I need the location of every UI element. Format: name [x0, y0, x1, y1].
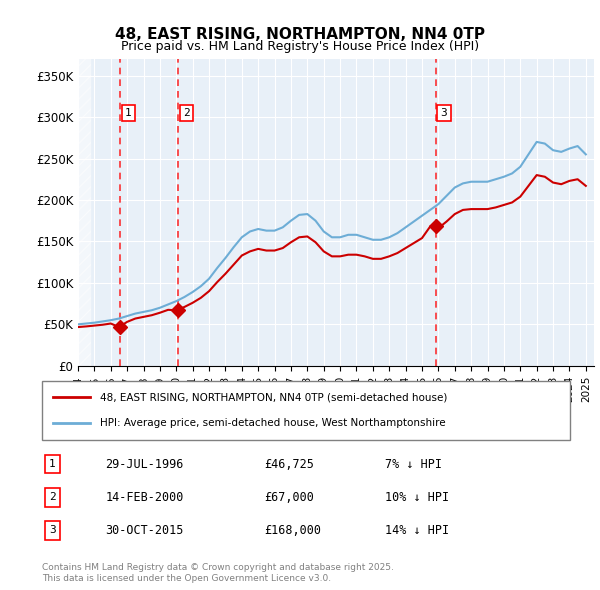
Text: 30-OCT-2015: 30-OCT-2015: [106, 523, 184, 537]
Text: 2: 2: [49, 492, 56, 502]
Text: 48, EAST RISING, NORTHAMPTON, NN4 0TP: 48, EAST RISING, NORTHAMPTON, NN4 0TP: [115, 27, 485, 41]
Text: 29-JUL-1996: 29-JUL-1996: [106, 457, 184, 471]
Text: 7% ↓ HPI: 7% ↓ HPI: [385, 457, 442, 471]
Text: 14-FEB-2000: 14-FEB-2000: [106, 490, 184, 504]
Text: HPI: Average price, semi-detached house, West Northamptonshire: HPI: Average price, semi-detached house,…: [100, 418, 446, 428]
Text: 48, EAST RISING, NORTHAMPTON, NN4 0TP (semi-detached house): 48, EAST RISING, NORTHAMPTON, NN4 0TP (s…: [100, 392, 448, 402]
Text: £168,000: £168,000: [264, 523, 321, 537]
Text: 1: 1: [125, 108, 132, 118]
Text: 14% ↓ HPI: 14% ↓ HPI: [385, 523, 449, 537]
Text: 1: 1: [49, 459, 56, 469]
Text: £46,725: £46,725: [264, 457, 314, 471]
Text: 3: 3: [49, 525, 56, 535]
Text: 2: 2: [183, 108, 190, 118]
Text: Contains HM Land Registry data © Crown copyright and database right 2025.
This d: Contains HM Land Registry data © Crown c…: [42, 563, 394, 583]
Text: Price paid vs. HM Land Registry's House Price Index (HPI): Price paid vs. HM Land Registry's House …: [121, 40, 479, 53]
Text: 3: 3: [440, 108, 447, 118]
FancyBboxPatch shape: [42, 381, 570, 440]
Text: 10% ↓ HPI: 10% ↓ HPI: [385, 490, 449, 504]
Text: £67,000: £67,000: [264, 490, 314, 504]
Bar: [78, 59, 91, 366]
